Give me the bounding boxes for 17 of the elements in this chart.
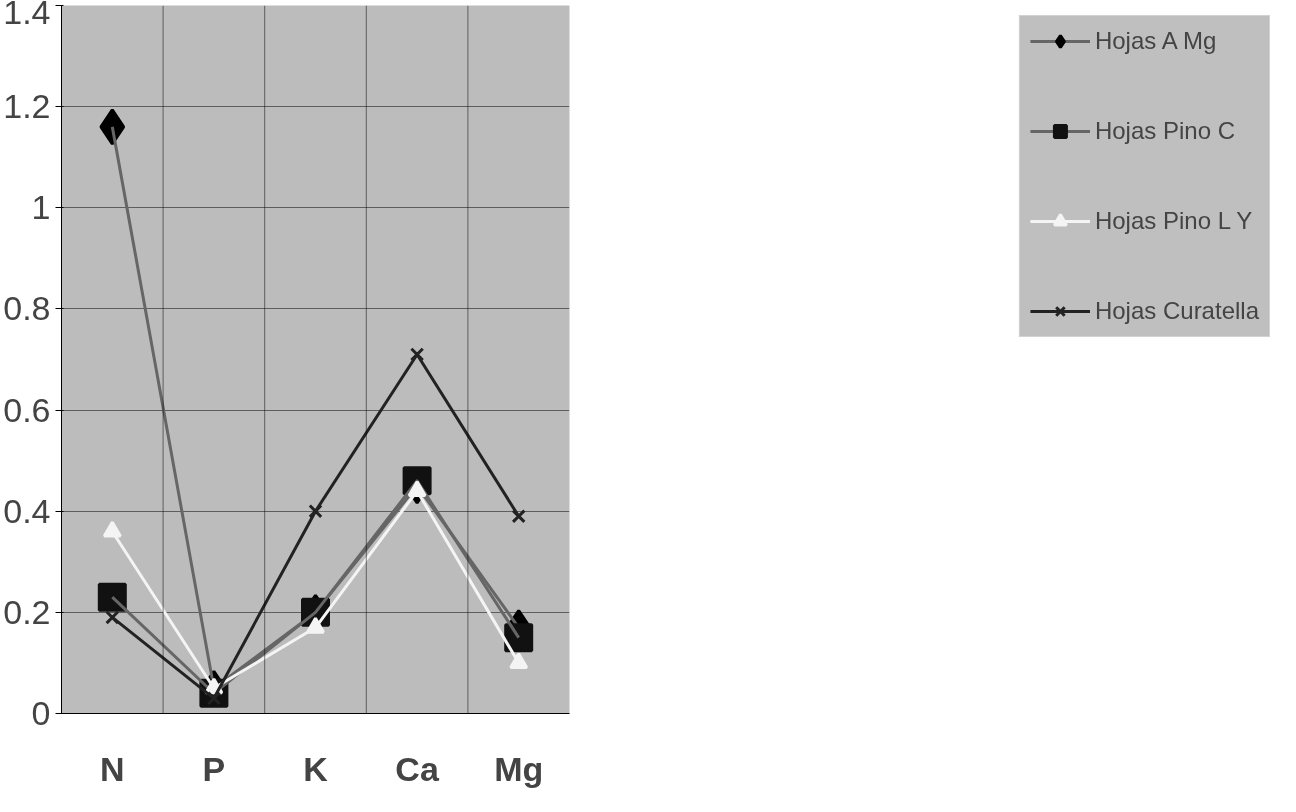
legend-label: Hojas Curatella [1094,297,1259,325]
legend-label: Hojas Pino C [1094,117,1235,145]
legend-label: Hojas Pino L Y [1094,207,1253,235]
legend-label: Hojas A Mg [1094,27,1217,55]
y-tick-label: 0.2 [3,592,51,631]
y-tick-label: 0.8 [3,289,51,328]
y-tick-label: 0 [31,694,51,732]
x-tick-label: N [100,749,125,788]
x-tick-label: K [303,749,329,788]
y-tick-label: 0.4 [3,491,51,530]
y-tick-label: 1.4 [3,0,51,31]
x-tick-label: Mg [494,749,544,788]
y-tick-label: 0.6 [3,390,51,429]
x-tick-label: P [202,749,226,788]
y-tick-label: 1.2 [3,87,51,126]
x-tick-label: Ca [395,749,440,788]
y-tick-label: 1 [31,188,51,227]
